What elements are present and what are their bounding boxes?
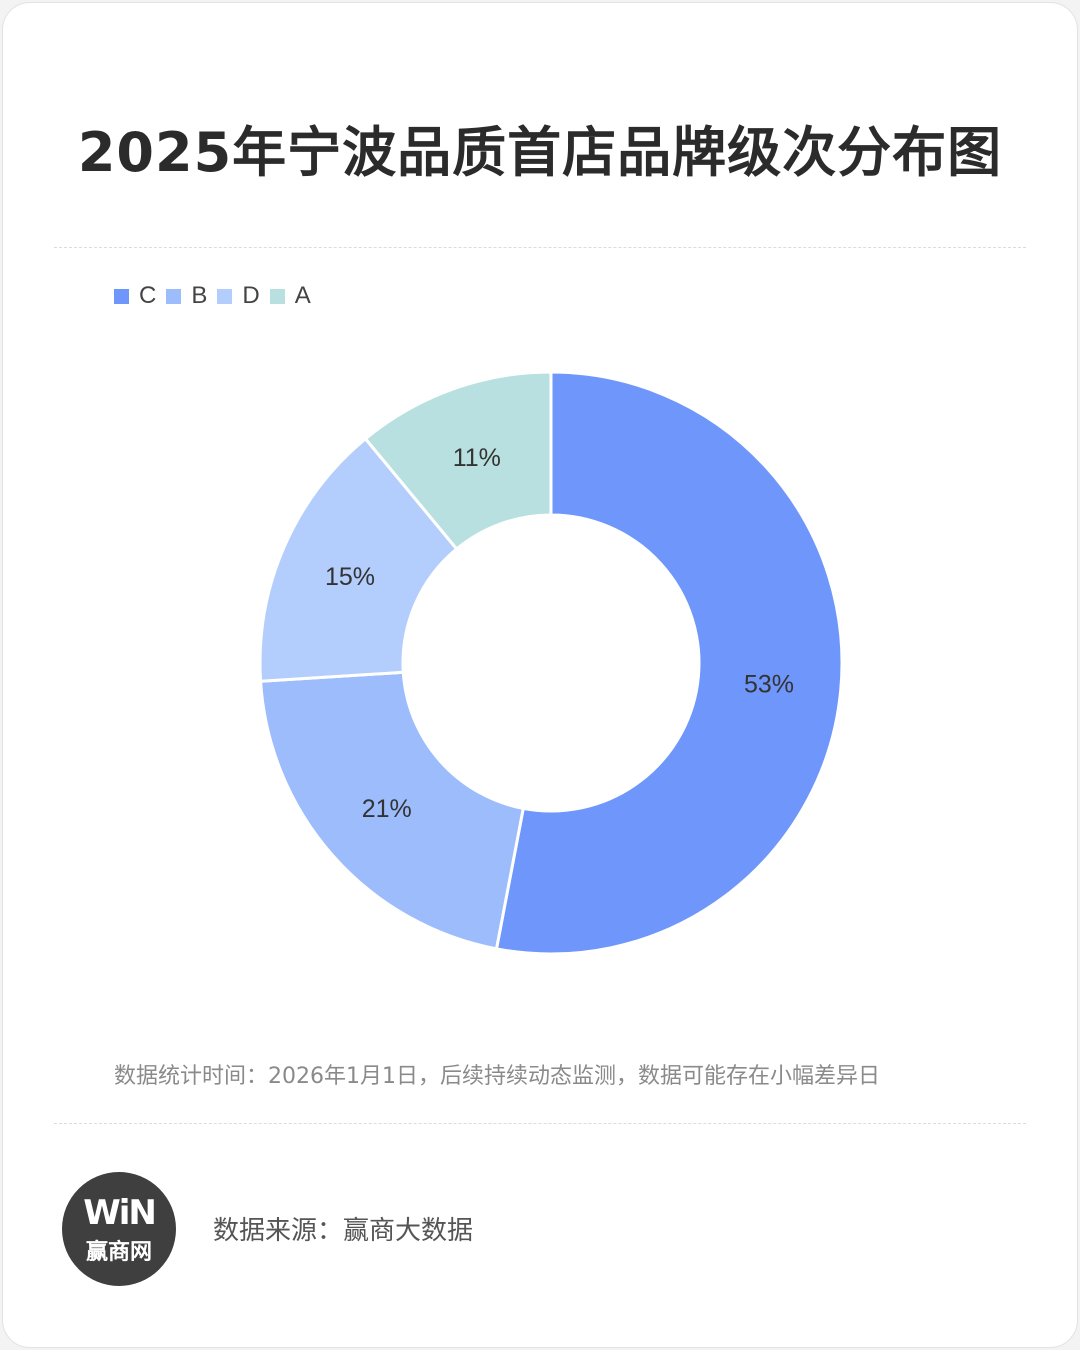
data-label: 53%	[744, 671, 794, 699]
chart-title: 2025年宁波品质首店品牌级次分布图	[77, 121, 1003, 184]
legend-swatch	[217, 288, 233, 304]
data-label: 11%	[453, 444, 501, 472]
slice-B	[258, 670, 526, 951]
data-label: 21%	[362, 795, 412, 823]
legend-item: A	[269, 282, 311, 310]
legend-swatch	[114, 288, 129, 304]
divider	[54, 247, 1026, 248]
legend-label: A	[294, 282, 311, 309]
legend-label: B	[191, 282, 208, 309]
slice-A	[363, 370, 553, 552]
legend-swatch	[269, 288, 285, 304]
slice-D	[258, 436, 459, 683]
logo-name: 赢商网	[85, 1240, 152, 1265]
legend-label: D	[242, 282, 260, 309]
legend-label: C	[139, 282, 157, 309]
legend-item: C	[114, 282, 156, 310]
legend-swatch	[166, 288, 182, 304]
data-source: 数据来源：赢商大数据	[213, 1216, 474, 1246]
logo-text: WiN	[83, 1193, 157, 1233]
slice-C	[494, 370, 844, 956]
legend-item: D	[217, 282, 260, 310]
data-note: 数据统计时间：2026年1月1日，后续持续动态监测，数据可能存在小幅差异日	[114, 1064, 880, 1089]
legend-item: B	[166, 282, 207, 310]
logo: WiN 赢商网	[62, 1172, 176, 1286]
data-label: 15%	[325, 563, 375, 591]
divider	[54, 1123, 1026, 1124]
